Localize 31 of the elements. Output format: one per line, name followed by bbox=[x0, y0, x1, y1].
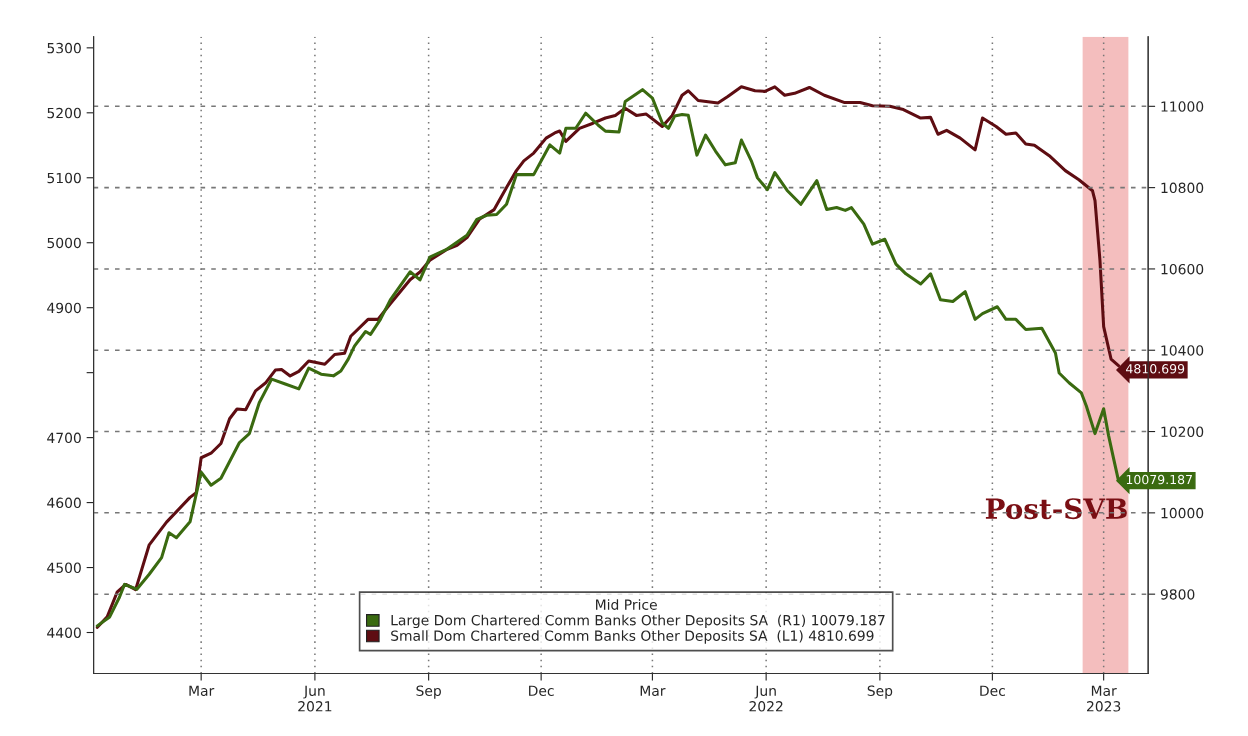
x-tick-label: Jun 2021 bbox=[298, 685, 332, 712]
y2-tick-label: 10800 bbox=[1161, 182, 1204, 194]
y2-tick-label: 9800 bbox=[1160, 589, 1195, 600]
legend-label: Small Dom Chartered Comm Banks Other Deposits SA (L1) 4810.699 bbox=[391, 630, 874, 644]
y2-tick-label: 10600 bbox=[1161, 263, 1204, 275]
x-tick-label: Mar bbox=[189, 685, 215, 696]
y-tick-label: 4600 bbox=[47, 497, 81, 509]
data-label: 10079.187 bbox=[1126, 474, 1192, 485]
y2-tick-label: 11000 bbox=[1161, 101, 1204, 112]
x-tick-label: Dec bbox=[529, 685, 554, 696]
y2-tick-label: 10200 bbox=[1161, 426, 1204, 438]
x-tick-label: Mar 2023 bbox=[1087, 685, 1121, 712]
x-tick-label: Dec bbox=[980, 685, 1005, 696]
y-tick-label: 5100 bbox=[47, 172, 81, 184]
y-tick-label: 4900 bbox=[47, 302, 81, 314]
y-tick-label: 5000 bbox=[47, 237, 81, 249]
x-tick-label: Sep bbox=[867, 685, 893, 699]
annotation: Post-SVB bbox=[985, 498, 1127, 520]
legend-title: Mid Price bbox=[596, 599, 657, 610]
x-tick-label: Mar bbox=[640, 685, 666, 696]
x-tick-label: Jun 2022 bbox=[749, 685, 783, 712]
y-tick-label: 4400 bbox=[47, 627, 81, 638]
x-tick-label: Sep bbox=[416, 685, 441, 699]
y-tick-label: 5300 bbox=[47, 42, 81, 54]
y2-tick-label: 10400 bbox=[1161, 345, 1204, 356]
y-tick-label: 4700 bbox=[47, 432, 81, 444]
y-tick-label: 5200 bbox=[47, 107, 81, 119]
legend-label: Large Dom Chartered Comm Banks Other Deposits SA (R1) 10079.187 bbox=[391, 614, 885, 629]
data-label: 4810.699 bbox=[1126, 364, 1185, 374]
y-tick-label: 4500 bbox=[47, 562, 81, 574]
y2-tick-label: 10000 bbox=[1161, 507, 1204, 519]
